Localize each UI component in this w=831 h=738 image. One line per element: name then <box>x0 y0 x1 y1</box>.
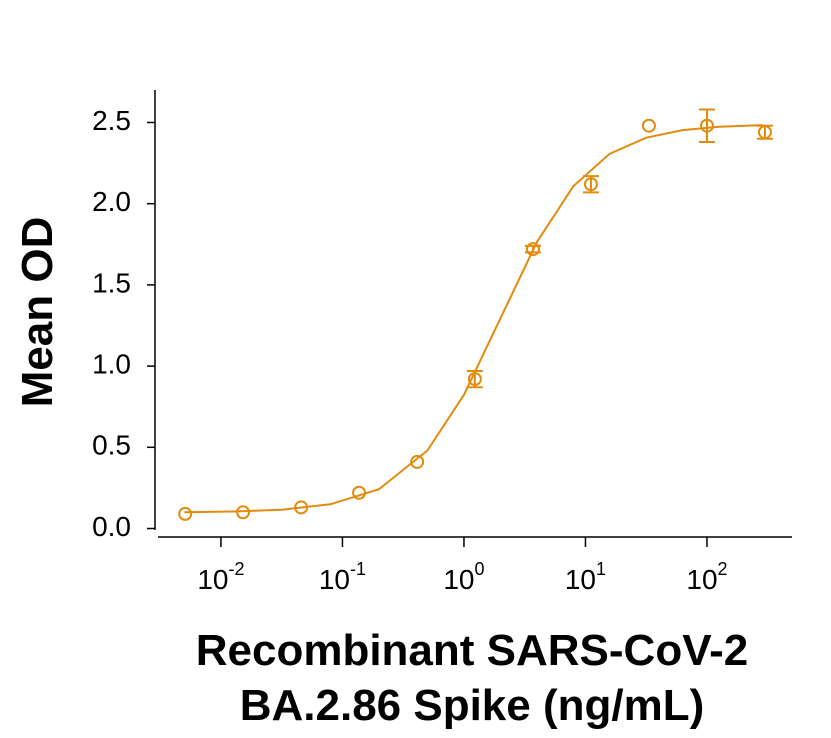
data-point <box>352 485 367 500</box>
y-tick-label: 0.5 <box>92 430 131 461</box>
y-tick-label: 1.5 <box>92 267 131 298</box>
x-tick-base: 10 <box>686 564 717 595</box>
x-tick-base: 10 <box>443 564 474 595</box>
data-point <box>467 372 482 387</box>
x-axis-title: Recombinant SARS-CoV-2 <box>196 626 749 675</box>
data-point <box>410 454 425 469</box>
y-tick-label: 1.0 <box>92 348 131 379</box>
x-tick-base: 10 <box>197 564 228 595</box>
data-point <box>178 506 193 521</box>
data-point <box>294 500 309 515</box>
x-tick-label: 10-1 <box>319 559 366 596</box>
data-point <box>699 118 714 133</box>
x-tick-label: 102 <box>686 559 727 596</box>
x-tick-exponent: -1 <box>350 559 366 579</box>
x-tick-exponent: 2 <box>718 559 728 579</box>
x-axis-title: BA.2.86 Spike (ng/mL) <box>240 681 705 730</box>
data-point <box>236 505 251 520</box>
x-tick-label: 100 <box>443 559 484 596</box>
data-point <box>583 177 598 192</box>
x-tick-exponent: -2 <box>229 559 245 579</box>
x-tick-exponent: 1 <box>596 559 606 579</box>
x-tick-base: 10 <box>565 564 596 595</box>
y-axis-title: Mean OD <box>13 217 62 408</box>
x-tick-base: 10 <box>319 564 350 595</box>
data-point <box>641 118 656 133</box>
y-tick-label: 0.0 <box>92 511 131 542</box>
x-tick-label: 101 <box>565 559 606 596</box>
x-tick-label: 10-2 <box>197 559 244 596</box>
data-point <box>525 242 540 257</box>
data-point <box>757 125 772 140</box>
fit-curve <box>184 124 763 514</box>
y-tick-label: 2.5 <box>92 105 131 136</box>
error-bar <box>698 108 715 143</box>
y-tick-label: 2.0 <box>92 186 131 217</box>
x-tick-exponent: 0 <box>475 559 485 579</box>
